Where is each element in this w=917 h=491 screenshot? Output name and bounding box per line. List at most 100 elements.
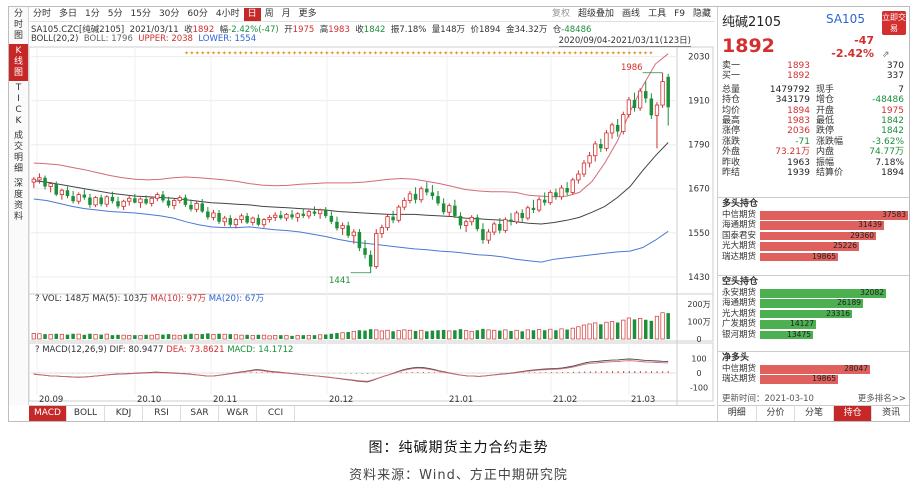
quote-info-line: SA105.CZC[纯碱2105] 2021/03/11 收1892 幅-2.4… [31,25,592,35]
candle-body [525,207,530,219]
price-tick: 1790 [688,141,710,151]
volume-bar [643,319,648,339]
tool-item-0[interactable]: 复权 [552,8,571,19]
vnav-item-4[interactable]: 深度资料 [13,179,23,222]
period-tab-9[interactable]: 周 [264,8,274,19]
panel-tab-2[interactable]: 分笔 [795,406,834,421]
indicator-tab-1[interactable]: BOLL [67,406,105,421]
quote-label: 持仓 [722,95,741,106]
tool-item-5[interactable]: 隐藏 [692,8,711,19]
trade-now-button[interactable]: 立即交易 [882,11,906,35]
panel-tab-0[interactable]: 明细 [718,406,757,421]
volume-bar [531,330,536,339]
holding-row[interactable]: 国泰君安 29360 [718,230,909,241]
holding-row[interactable]: 银河期货 13475 [718,330,909,340]
kline-chart[interactable]: 2030 1910 1790 1670 1550 1430 20.09 20.10 20.11 2… [9,7,715,405]
event-marker: ✦ [486,50,491,57]
period-tab-3[interactable]: 5分 [107,8,123,19]
quote-row: 卖一 1893 370 [718,61,909,71]
holding-row[interactable]: 光大期货 23316 [718,309,909,319]
holding-row[interactable]: 海通期货 31439 [718,220,909,230]
indicator-tab-4[interactable]: SAR [181,406,219,421]
panel-tab-4[interactable]: 资讯 [872,406,909,421]
candle-body [59,189,65,196]
holding-row[interactable]: 光大期货 25226 [718,241,909,252]
period-tab-6[interactable]: 60分 [187,8,208,19]
period-tab-5[interactable]: 30分 [158,8,180,19]
candle-body [498,223,502,231]
period-tab-0[interactable]: 分时 [33,8,52,19]
holding-row[interactable]: 中信期货 28047 [718,364,909,374]
boll-mid-line [33,142,669,225]
vnav-item-3[interactable]: 成交明细 [13,131,23,174]
period-tab-4[interactable]: 15分 [130,8,151,19]
indicator-tab-2[interactable]: KDJ [105,406,143,421]
quote-label: 现手 [816,84,835,95]
panel-tab-3[interactable]: 持仓 [833,406,873,421]
candle-body [660,81,665,106]
event-marker: ✦ [519,50,524,57]
more-ranking-link[interactable]: 更多排名>> [857,394,906,404]
quote-label: 最低 [816,115,835,126]
volume-bar [206,333,210,339]
event-marker: ✦ [303,50,308,57]
tool-item-3[interactable]: 工具 [648,8,667,19]
panel-tab-1[interactable]: 分价 [757,406,796,421]
volume-bar [351,330,356,340]
candle-body [632,99,637,108]
volume-bar [346,332,350,339]
indicator-tab-6[interactable]: CCI [257,406,295,421]
tool-item-2[interactable]: 画线 [622,8,641,19]
event-marker: ✦ [211,50,216,57]
volume-bar [626,317,631,340]
contract-code[interactable]: SA105 [826,12,865,26]
holding-row[interactable]: 瑞达期货 19865 [718,252,909,262]
holding-row[interactable]: 永安期货 32082 [718,288,909,298]
holding-bar [760,320,816,329]
indicator-tab-0[interactable]: MACD [29,406,67,421]
tool-item-4[interactable]: F9 [674,8,685,19]
holding-row[interactable]: 中信期货 37583 [718,210,909,220]
tool-item-1[interactable]: 超级叠加 [578,8,615,19]
price-tick: 1910 [688,97,710,107]
period-tab-8[interactable]: 日 [243,7,261,21]
period-tab-1[interactable]: 多日 [59,8,78,19]
quote-row: 均价 1894 开盘 1975 [718,106,909,116]
candle-body [65,190,70,197]
period-tab-11[interactable]: 更多 [298,8,317,19]
event-marker: ✦ [584,50,589,57]
volume-bar [54,333,59,339]
quote-row: 总量 1479792 现手 7 [718,84,909,95]
candle-body [245,215,249,223]
holding-row[interactable]: 广发期货 14127 [718,319,909,329]
broker-name: 国泰君安 [722,230,757,241]
holding-row[interactable]: 海通期货 26189 [718,298,909,308]
holding-row[interactable]: 瑞达期货 19865 [718,374,909,384]
event-marker: ✦ [438,50,443,57]
candle-body [559,187,564,198]
volume-bar [71,333,75,339]
candle-body [666,76,670,108]
candle-body [233,219,239,226]
oi-value: -48486 [561,25,592,35]
volume-bar [279,335,283,339]
candle-body [407,193,413,201]
period-tab-2[interactable]: 1分 [85,8,100,19]
broker-name: 光大期货 [722,241,757,252]
candle-body [492,223,497,233]
pane-frame-2 [28,342,714,402]
quote-value: -3.62% [872,136,904,147]
pin-icon[interactable]: ⇗ [882,50,890,60]
indicator-tab-3[interactable]: RSI [143,406,181,421]
event-marker: ✦ [362,50,367,57]
vol-value: 148万 [440,25,466,35]
period-tab-7[interactable]: 4小时 [215,8,240,19]
vnav-item-0[interactable]: 分时图 [13,9,23,41]
indicator-tab-5[interactable]: W&R [219,406,257,421]
event-marker: ✦ [540,50,545,57]
event-marker: ✦ [508,50,513,57]
period-tab-10[interactable]: 月 [281,8,291,19]
event-marker: ✦ [233,50,238,57]
